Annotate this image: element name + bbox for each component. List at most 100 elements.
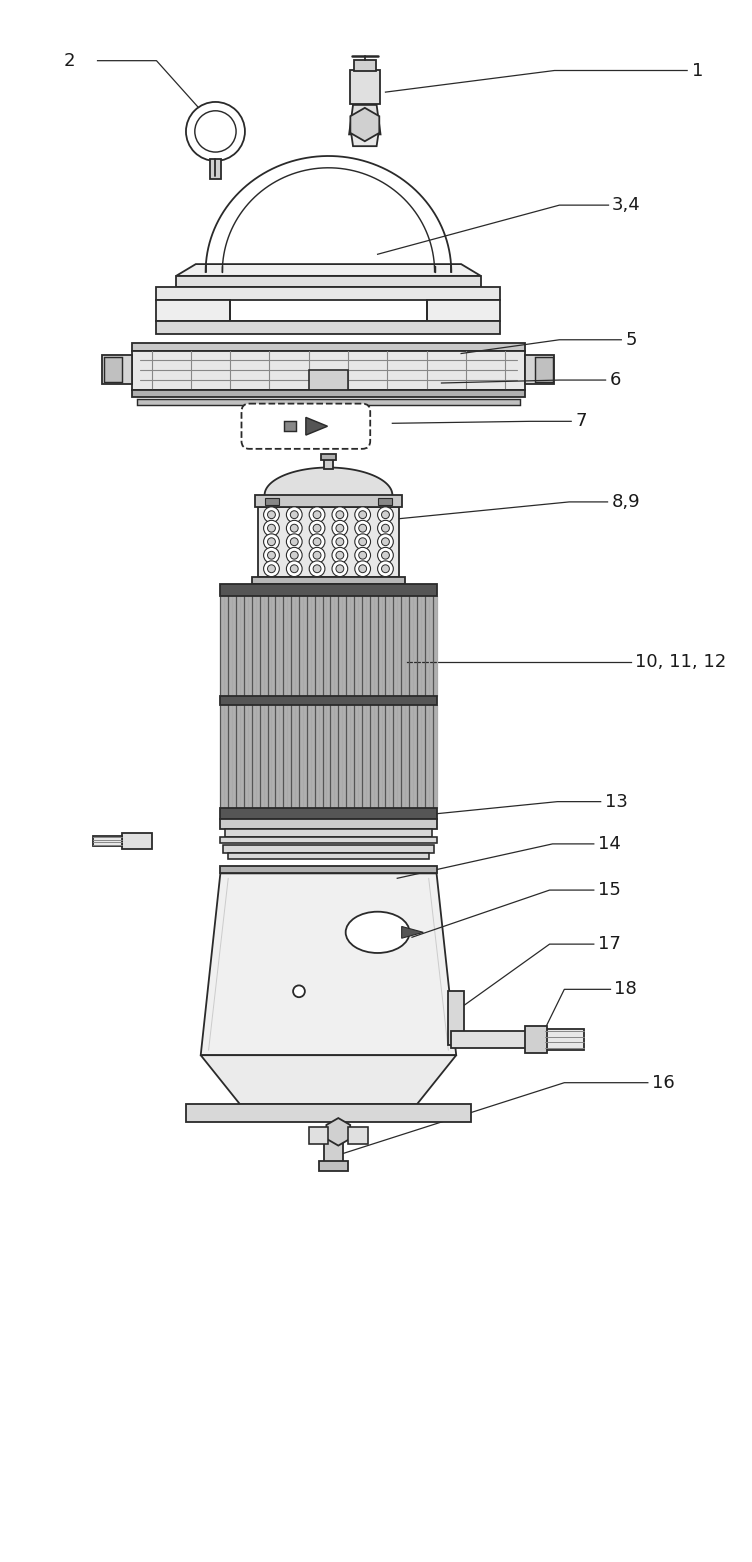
Circle shape [359, 525, 366, 533]
Circle shape [313, 511, 321, 519]
Circle shape [264, 561, 279, 576]
Polygon shape [201, 1056, 456, 1104]
Bar [323, 1132, 343, 1167]
Circle shape [336, 511, 344, 519]
Circle shape [381, 551, 390, 559]
Bar [354, 59, 376, 72]
Circle shape [309, 520, 325, 536]
Circle shape [268, 565, 275, 573]
Circle shape [332, 534, 347, 550]
Circle shape [290, 551, 299, 559]
FancyBboxPatch shape [241, 403, 370, 448]
Circle shape [268, 525, 275, 533]
Circle shape [381, 525, 390, 533]
Polygon shape [201, 873, 456, 1056]
Circle shape [378, 520, 393, 536]
Bar [220, 808, 437, 820]
Text: 15: 15 [598, 881, 620, 900]
Circle shape [355, 547, 371, 562]
Bar [220, 837, 437, 843]
Circle shape [264, 534, 279, 550]
Circle shape [309, 561, 325, 576]
Circle shape [336, 565, 344, 573]
Bar [220, 695, 437, 706]
Text: 14: 14 [598, 836, 620, 853]
Bar [220, 706, 437, 808]
Circle shape [381, 565, 390, 573]
Circle shape [309, 547, 325, 562]
Circle shape [268, 511, 275, 519]
Text: 7: 7 [575, 412, 587, 430]
Bar [265, 498, 279, 505]
Circle shape [378, 547, 393, 562]
Circle shape [359, 565, 366, 573]
Polygon shape [426, 300, 500, 322]
Circle shape [355, 506, 371, 523]
Bar [535, 358, 553, 383]
Circle shape [309, 506, 325, 523]
Polygon shape [326, 1118, 350, 1145]
Polygon shape [309, 1126, 329, 1143]
Text: 1: 1 [692, 61, 703, 80]
Polygon shape [351, 133, 378, 147]
Text: 8,9: 8,9 [611, 494, 640, 511]
Bar [92, 836, 122, 847]
Bar [323, 458, 333, 470]
Bar [309, 370, 348, 392]
Bar [220, 865, 437, 873]
Text: 3,4: 3,4 [611, 197, 640, 214]
Circle shape [378, 506, 393, 523]
Bar [228, 853, 429, 859]
Circle shape [287, 506, 302, 523]
Bar [223, 845, 434, 853]
Circle shape [268, 537, 275, 545]
Circle shape [287, 534, 302, 550]
Circle shape [290, 537, 299, 545]
Circle shape [332, 506, 347, 523]
Circle shape [313, 565, 321, 573]
Text: 18: 18 [614, 981, 637, 998]
Circle shape [287, 520, 302, 536]
Bar [226, 829, 432, 837]
Circle shape [195, 111, 236, 152]
Bar [451, 1031, 540, 1048]
Bar [544, 1029, 584, 1050]
Circle shape [381, 537, 390, 545]
Text: 10, 11, 12: 10, 11, 12 [635, 653, 726, 672]
Bar [525, 1026, 547, 1053]
Bar [258, 506, 399, 576]
Polygon shape [156, 322, 500, 334]
Circle shape [186, 102, 245, 161]
Polygon shape [402, 926, 423, 939]
Text: 16: 16 [652, 1073, 675, 1092]
Bar [132, 350, 525, 390]
Circle shape [290, 565, 299, 573]
Circle shape [336, 537, 344, 545]
Circle shape [290, 525, 299, 533]
Circle shape [264, 547, 279, 562]
Circle shape [313, 525, 321, 533]
Bar [122, 833, 152, 848]
Text: 2: 2 [63, 52, 74, 70]
Ellipse shape [346, 912, 410, 953]
Text: 6: 6 [610, 372, 621, 389]
Polygon shape [132, 342, 525, 350]
Bar [319, 1161, 348, 1172]
Polygon shape [176, 276, 481, 287]
Circle shape [359, 551, 366, 559]
Circle shape [359, 511, 366, 519]
Circle shape [355, 520, 371, 536]
Polygon shape [306, 417, 327, 436]
Polygon shape [132, 390, 525, 397]
Text: 13: 13 [605, 792, 627, 811]
Bar [186, 1104, 471, 1122]
Circle shape [378, 534, 393, 550]
Bar [105, 358, 122, 383]
Circle shape [359, 537, 366, 545]
Circle shape [378, 561, 393, 576]
Polygon shape [102, 355, 132, 384]
Circle shape [293, 986, 305, 997]
Polygon shape [350, 108, 379, 141]
Polygon shape [525, 355, 554, 384]
Bar [220, 597, 437, 695]
